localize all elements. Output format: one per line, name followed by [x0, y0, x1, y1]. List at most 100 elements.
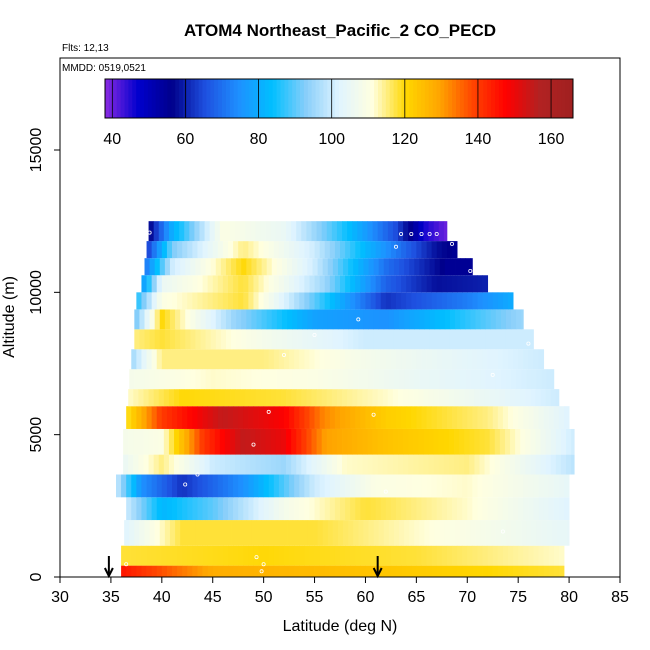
heatmap-cell: [439, 258, 446, 276]
colorbar-segment: [522, 79, 527, 118]
heatmap-cell: [197, 349, 203, 370]
heatmap-cell: [543, 565, 550, 577]
heatmap-cell: [455, 309, 461, 330]
heatmap-cell: [477, 565, 483, 577]
heatmap-cell: [280, 221, 287, 242]
heatmap-cell: [564, 474, 570, 498]
heatmap-cell: [278, 349, 285, 370]
heatmap-cell: [266, 520, 273, 546]
heatmap-cell: [321, 454, 328, 475]
heatmap-cell: [530, 389, 536, 407]
heatmap-cell: [154, 520, 161, 546]
heatmap-cell: [258, 565, 265, 577]
heatmap-cell: [340, 292, 346, 310]
heatmap-cell: [166, 474, 173, 498]
heatmap-cell: [148, 454, 155, 475]
heatmap-cell: [278, 497, 285, 521]
heatmap-cell: [431, 545, 438, 566]
heatmap-cell: [360, 275, 366, 293]
heatmap-cell: [141, 406, 147, 429]
heatmap-cell: [217, 241, 224, 259]
heatmap-cell: [511, 369, 517, 390]
heatmap-cell: [479, 428, 485, 455]
heatmap-cell: [523, 497, 529, 521]
heatmap-cell: [464, 389, 470, 407]
heatmap-cell: [280, 454, 287, 475]
heatmap-cell: [233, 349, 239, 370]
heatmap-cell: [199, 221, 205, 242]
heatmap-cell: [571, 454, 575, 475]
heatmap-cell: [190, 369, 196, 390]
heatmap-cell: [460, 258, 466, 276]
heatmap-cell: [332, 329, 339, 350]
colorbar-segment: [147, 79, 153, 118]
x-tick-label: 35: [102, 589, 120, 606]
heatmap-cell: [459, 454, 465, 475]
heatmap-cell: [443, 221, 448, 242]
heatmap-cell: [153, 428, 160, 455]
heatmap-cell: [268, 349, 275, 370]
heatmap-cell: [289, 474, 295, 498]
heatmap-cell: [215, 520, 222, 546]
heatmap-cell: [202, 565, 209, 577]
heatmap-cell: [177, 497, 183, 521]
heatmap-cell: [409, 309, 415, 330]
heatmap-cell: [146, 497, 153, 521]
heatmap-cell: [245, 389, 251, 407]
heatmap-cell: [133, 454, 139, 475]
heatmap-cell: [207, 241, 214, 259]
heatmap-cell: [423, 221, 429, 242]
heatmap-cell: [243, 565, 249, 577]
colorbar-segment: [378, 79, 383, 118]
colorbar-segment: [140, 79, 145, 118]
heatmap-cell: [385, 275, 392, 293]
heatmap-cell: [406, 241, 412, 259]
heatmap-cell: [368, 309, 374, 330]
colorbar-segment: [175, 79, 180, 118]
chart-title: ATOM4 Northeast_Pacific_2 CO_PECD: [184, 21, 496, 40]
heatmap-cell: [187, 474, 193, 498]
heatmap-cell: [392, 389, 399, 407]
heatmap-cell: [533, 406, 539, 429]
heatmap-cell: [416, 349, 422, 370]
heatmap-cell: [457, 474, 463, 498]
colorbar-segment: [444, 79, 449, 118]
heatmap-cell: [294, 349, 300, 370]
colorbar-segment: [202, 79, 207, 118]
heatmap-cell: [449, 258, 456, 276]
heatmap-cell: [370, 275, 377, 293]
heatmap-cell: [436, 292, 443, 310]
heatmap-cell: [138, 389, 144, 407]
heatmap-cell: [217, 292, 224, 310]
heatmap-cell: [404, 520, 410, 546]
heatmap-cell: [396, 497, 402, 521]
dates-label: MMDD: 0519,0521: [62, 63, 146, 74]
heatmap-cell: [525, 389, 531, 407]
heatmap-cell: [175, 258, 181, 276]
heatmap-cell: [398, 454, 404, 475]
heatmap-cell: [253, 497, 259, 521]
heatmap-cell: [231, 329, 237, 350]
heatmap-cell: [182, 406, 188, 429]
heatmap-cell: [460, 369, 466, 390]
colorbar-segment: [549, 79, 554, 118]
heatmap-cell: [393, 309, 400, 330]
colorbar-segment: [448, 79, 453, 118]
heatmap-cell: [296, 454, 302, 475]
heatmap-cell: [220, 520, 227, 546]
heatmap-cell: [429, 258, 436, 276]
heatmap-cell: [309, 275, 315, 293]
heatmap-cell: [116, 474, 122, 498]
heatmap-cell: [525, 428, 531, 455]
heatmap-cell: [287, 329, 293, 350]
heatmap-cell: [174, 454, 180, 475]
sample-point: [399, 231, 404, 236]
heatmap-cell: [179, 221, 185, 242]
heatmap-cell: [494, 428, 501, 455]
heatmap-cell: [531, 520, 537, 546]
heatmap-cell: [172, 349, 178, 370]
heatmap-cell: [304, 241, 310, 259]
heatmap-cell: [508, 406, 514, 429]
heatmap-cell: [314, 349, 321, 370]
heatmap-cell: [457, 349, 463, 370]
